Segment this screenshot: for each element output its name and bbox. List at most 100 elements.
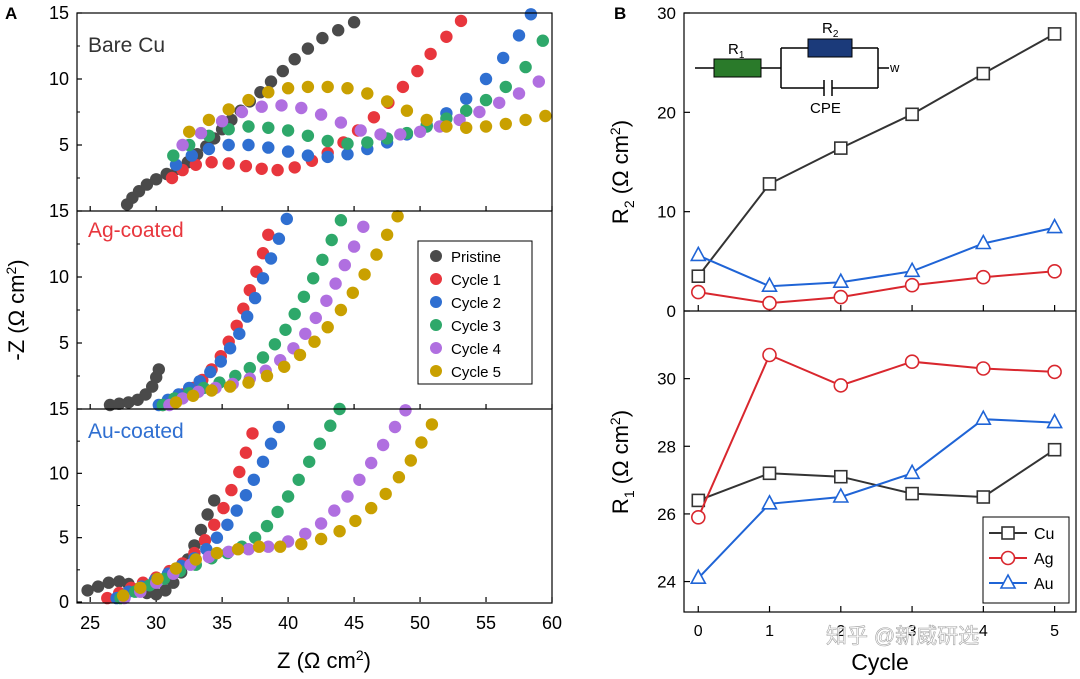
ytick-label-b-20: 20	[657, 103, 676, 122]
legend-marker-cu	[1001, 526, 1015, 540]
xtick-label-cycle-4: 4	[979, 623, 988, 640]
point-cycle-4-5	[275, 99, 288, 112]
point-pristine-22	[347, 16, 361, 29]
point-pristine-7	[152, 363, 165, 376]
xtick-label-55: 55	[476, 613, 496, 633]
marker-au-1	[761, 494, 778, 510]
marker-cu-2	[833, 469, 848, 484]
point-cycle-4-10	[374, 128, 387, 141]
panel-a-xlabel: Z (Ω cm2)	[277, 647, 371, 673]
marker-cu-5	[1047, 27, 1062, 41]
point-cycle-4-8	[262, 540, 275, 553]
r1-resistor	[713, 58, 762, 78]
r1-circuit-label: R1	[728, 41, 745, 61]
point-cycle-1-13	[262, 228, 275, 241]
point-cycle-4-8	[334, 116, 348, 129]
ytick-label-b-26: 26	[657, 505, 676, 524]
ytick-label-b-30: 30	[657, 4, 676, 23]
xtick-label-60: 60	[542, 613, 562, 633]
point-cycle-5-12	[349, 514, 362, 528]
legend-marker-ag	[1000, 550, 1016, 566]
point-cycle-5-13	[370, 248, 383, 261]
marker-au-5	[1046, 217, 1063, 234]
point-cycle-1-0	[165, 171, 179, 185]
point-cycle-4-15	[357, 220, 370, 233]
point-cycle-2-8	[321, 150, 334, 164]
point-cycle-2-16	[479, 72, 493, 86]
point-cycle-1-12	[233, 465, 246, 479]
series-au-coated-cycle-2	[110, 420, 286, 605]
marker-cu-1	[762, 466, 777, 481]
point-cycle-5-1	[134, 581, 147, 594]
warburg-label: w	[889, 60, 900, 75]
point-cycle-2-12	[247, 473, 260, 486]
point-cycle-3-13	[316, 253, 329, 266]
cycle-xlabel: Cycle	[851, 649, 909, 675]
point-cycle-2-9	[341, 148, 354, 161]
point-cycle-2-13	[256, 455, 270, 468]
point-cycle-5-11	[346, 286, 359, 299]
point-pristine-13	[194, 523, 208, 537]
point-cycle-3-12	[307, 272, 320, 285]
point-cycle-2-5	[204, 365, 217, 379]
point-pristine-17	[276, 64, 289, 78]
xtick-label-cycle-0: 0	[694, 623, 703, 640]
point-cycle-1-17	[424, 47, 437, 61]
r2-resistor	[807, 38, 853, 58]
ytick-label-au-coated-10: 10	[49, 463, 69, 483]
marker-ag-0	[690, 509, 706, 525]
series-ag-coated-cycle-5	[169, 210, 404, 409]
point-cycle-3-4	[242, 120, 255, 133]
point-cycle-5-7	[252, 540, 266, 553]
line-plot-r1-vs-cycle: 24 26 28 30 0 1 2 3 4 5	[657, 347, 1063, 640]
point-cycle-5-5	[260, 369, 274, 383]
point-cycle-1-8	[288, 161, 301, 174]
ytick-label-ag-coated-10: 10	[49, 267, 69, 287]
ytick-label-ag-coated-5: 5	[59, 333, 69, 353]
point-cycle-2-8	[210, 531, 224, 544]
ytick-label-bare-cu-5: 5	[59, 135, 69, 155]
point-cycle-2-1	[185, 149, 198, 162]
legend-marker-au	[999, 573, 1017, 589]
ytick-label-b-28: 28	[657, 437, 676, 456]
point-cycle-2-7	[301, 149, 315, 162]
point-cycle-4-16	[493, 96, 506, 110]
point-cycle-2-9	[241, 310, 254, 323]
point-cycle-5-3	[242, 93, 255, 107]
marker-cu-0	[691, 269, 706, 284]
point-cycle-3-11	[271, 505, 284, 519]
point-cycle-4-9	[299, 327, 312, 340]
marker-au-4	[974, 233, 992, 250]
legend-marker-cycle-3	[430, 319, 442, 331]
point-cycle-2-12	[264, 252, 278, 265]
point-cycle-4-10	[299, 527, 312, 540]
point-cycle-1-5	[239, 159, 253, 173]
point-cycle-5-0	[183, 125, 196, 138]
legend-label-cycle-1: Cycle 1	[451, 272, 501, 289]
point-cycle-5-2	[222, 103, 235, 116]
point-pristine-18	[288, 53, 301, 66]
ytick-label-ag-coated-15: 15	[49, 201, 69, 221]
point-cycle-4-11	[320, 294, 333, 307]
point-cycle-3-0	[167, 149, 180, 162]
point-pristine-1	[113, 397, 126, 410]
point-cycle-4-3	[235, 105, 249, 119]
point-cycle-5-4	[262, 86, 275, 99]
marker-ag-5	[1047, 364, 1062, 380]
point-pristine-15	[208, 494, 221, 507]
marker-au-3	[903, 261, 921, 278]
point-cycle-2-11	[256, 272, 270, 285]
point-cycle-5-14	[380, 228, 394, 241]
legend-marker-pristine	[430, 250, 442, 262]
ytick-label-au-coated-15: 15	[49, 399, 69, 419]
point-pristine-14	[201, 508, 214, 521]
marker-cu-0	[691, 493, 706, 508]
series-bare-cu-cycle-1	[165, 14, 468, 185]
legend-label-pristine: Pristine	[451, 249, 501, 266]
point-cycle-3-9	[279, 323, 292, 336]
point-cycle-5-11	[333, 525, 346, 538]
point-cycle-2-11	[239, 489, 253, 502]
point-cycle-5-12	[358, 268, 371, 281]
point-cycle-5-16	[404, 454, 417, 467]
